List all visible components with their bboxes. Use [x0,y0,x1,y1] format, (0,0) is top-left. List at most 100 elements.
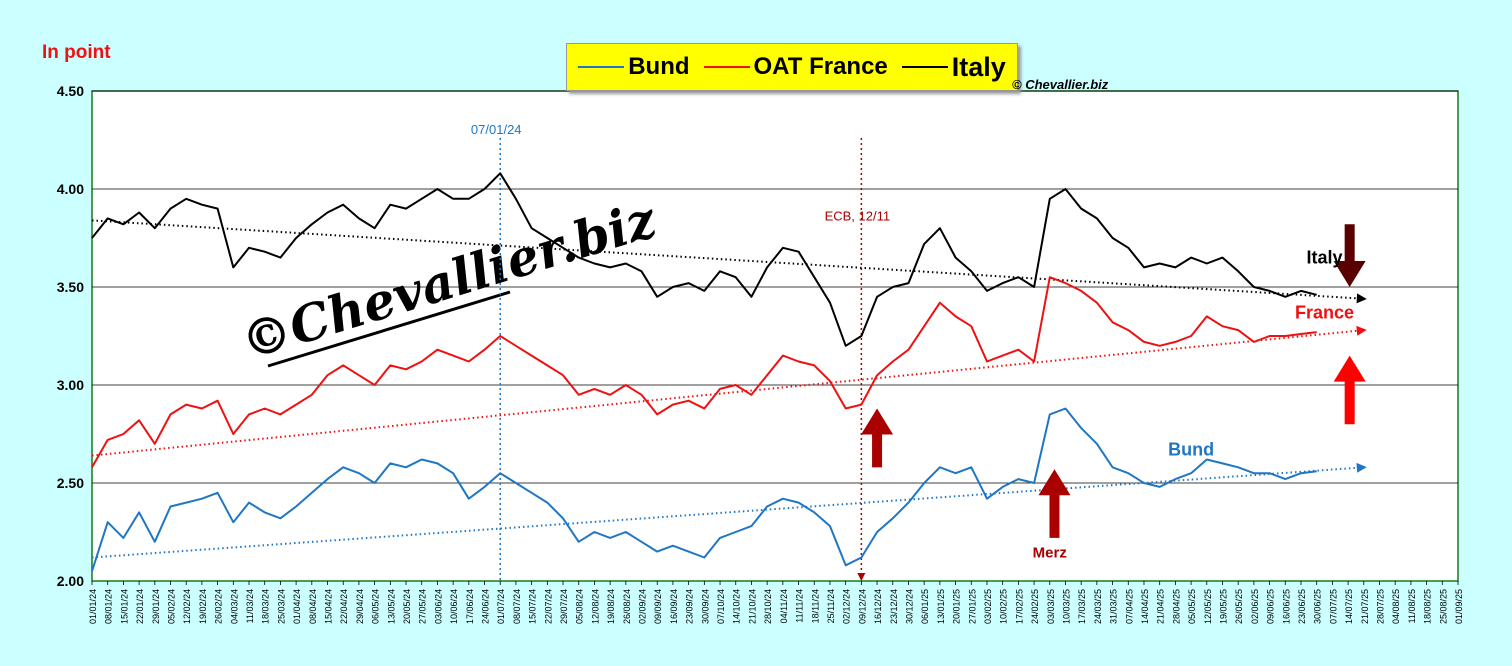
x-tick-label: 19/05/25 [1218,589,1228,624]
x-tick-label: 12/08/24 [590,589,600,624]
x-tick-label: 27/05/24 [418,589,428,624]
x-tick-label: 19/02/24 [198,589,208,624]
y-tick-label: 4.50 [57,83,84,99]
x-tick-label: 22/04/24 [339,589,349,624]
event-label: 07/01/24 [471,122,522,137]
x-tick-label: 15/04/24 [324,589,334,624]
x-tick-label: 23/12/24 [889,589,899,624]
x-tick-label: 18/11/24 [810,589,820,623]
series-line [91,172,1317,347]
x-tick-label: 11/03/24 [245,589,255,623]
x-tick-label: 30/09/24 [700,589,710,624]
legend-swatch-italy [901,66,948,68]
x-tick-label: 13/05/24 [386,589,396,624]
x-tick-label: 24/02/25 [1030,589,1040,624]
x-tick-label: 17/03/25 [1077,589,1087,624]
legend-item-oat: OAT France [703,53,888,81]
x-tick-label: 29/07/24 [559,589,569,624]
x-tick-label: 21/07/25 [1360,589,1370,624]
x-tick-label: 01/01/24 [88,589,98,624]
x-tick-label: 30/06/25 [1313,589,1323,624]
unit-label: In point [42,42,111,63]
x-tick-label: 26/02/24 [214,589,224,624]
legend: Bund OAT France Italy [566,43,1018,91]
x-tick-label: 09/12/24 [857,589,867,624]
series-line [91,407,1317,572]
x-tick-label: 02/06/25 [1250,589,1260,624]
x-tick-label: 26/08/24 [622,589,632,624]
x-tick-label: 10/06/24 [449,589,459,624]
annotation-label: Bund [1168,440,1214,460]
x-tick-label: 30/12/24 [904,589,914,624]
x-tick-label: 23/06/25 [1297,589,1307,624]
x-tick-label: 07/10/24 [716,589,726,624]
x-tick-label: 10/03/25 [1061,589,1071,624]
y-tick-label: 3.00 [57,377,84,393]
x-tick-label: 17/02/25 [1014,589,1024,624]
y-tick-label: 3.50 [57,279,84,295]
x-tick-label: 22/01/24 [135,589,145,624]
plot-area [91,90,1459,582]
x-tick-label: 09/06/25 [1266,589,1276,624]
x-tick-label: 05/05/25 [1187,589,1197,624]
trendline [91,329,1364,457]
x-tick-label: 25/08/25 [1438,589,1448,624]
legend-label-bund: Bund [628,53,690,80]
x-tick-label: 22/07/24 [543,589,553,624]
legend-item-bund: Bund [578,53,690,81]
x-tick-label: 29/04/24 [355,589,365,624]
x-tick-label: 15/07/24 [528,589,538,624]
x-tick-label: 06/01/25 [920,589,930,624]
x-tick-label: 20/05/24 [402,589,412,624]
x-tick-label: 16/09/24 [669,589,679,624]
x-tick-label: 20/01/25 [952,589,962,624]
x-tick-label: 28/04/25 [1171,589,1181,624]
x-tick-label: 01/09/25 [1454,589,1464,624]
x-tick-label: 11/11/24 [795,589,805,623]
event-label: ECB, 12/11 [825,208,891,223]
x-tick-label: 21/10/24 [747,589,757,624]
legend-swatch-oat [703,66,750,68]
x-tick-label: 07/04/25 [1124,589,1134,624]
x-tick-label: 25/03/24 [276,589,286,624]
x-tick-label: 28/10/24 [763,589,773,624]
x-tick-label: 04/08/25 [1391,589,1401,624]
y-tick-label: 4.00 [57,181,84,197]
series-line [91,276,1317,468]
x-tick-label: 12/05/25 [1203,589,1213,624]
x-tick-label: 03/03/25 [1046,589,1056,624]
annotation-label: Merz [1033,544,1067,561]
block-arrow [1038,469,1071,538]
legend-label-oat: OAT France [753,53,888,80]
x-tick-label: 21/04/25 [1156,589,1166,624]
annotation-label: Italy [1307,247,1343,267]
x-tick-label: 01/07/24 [496,589,506,624]
x-tick-label: 23/09/24 [685,589,695,624]
trendline-arrowhead [1356,293,1367,304]
trendline [91,466,1364,559]
block-arrow [861,408,894,468]
x-tick-label: 28/07/25 [1375,589,1385,624]
legend-item-italy: Italy [901,51,1006,83]
x-tick-label: 12/02/24 [182,589,192,624]
block-arrow [1333,224,1366,287]
x-tick-label: 26/05/25 [1234,589,1244,624]
trendline-arrowhead [1356,325,1367,336]
x-tick-label: 03/06/24 [433,589,443,624]
copyright-text: © Chevallier.biz [1012,77,1109,92]
x-tick-label: 09/09/24 [653,589,663,624]
y-tick-label: 2.00 [57,573,84,589]
x-tick-label: 24/03/25 [1093,589,1103,624]
legend-label-italy: Italy [951,51,1006,82]
x-tick-label: 10/02/25 [999,589,1009,624]
x-tick-label: 02/09/24 [638,589,648,624]
x-tick-label: 14/10/24 [732,589,742,624]
x-tick-label: 06/05/24 [371,589,381,624]
x-tick-label: 17/06/24 [465,589,475,624]
x-tick-label: 14/04/25 [1140,589,1150,624]
x-tick-label: 08/07/24 [512,589,522,624]
x-tick-label: 16/12/24 [873,589,883,624]
x-tick-label: 27/01/25 [967,589,977,624]
